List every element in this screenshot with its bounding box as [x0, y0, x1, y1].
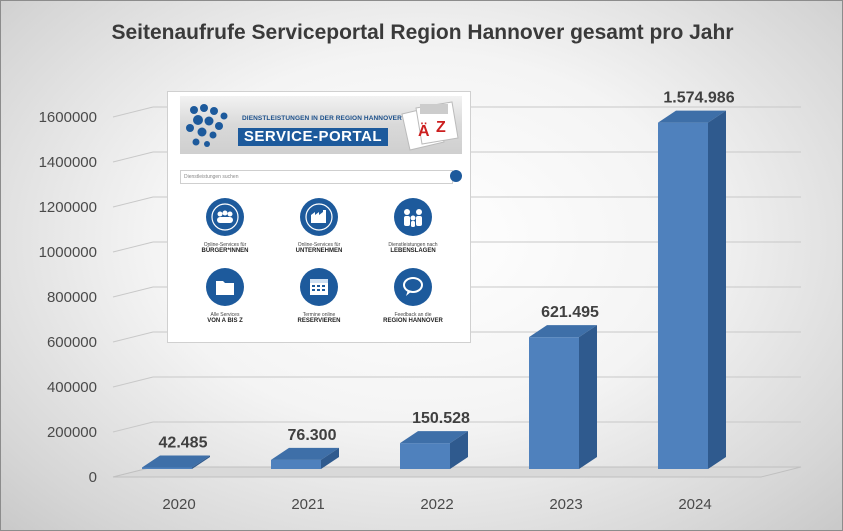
- service-title: LEBENSLAGEN: [390, 248, 436, 254]
- x-tick-label: 2021: [291, 496, 324, 513]
- bar-top: [658, 110, 726, 123]
- service-caption: Dienstleistungen nach: [388, 242, 438, 248]
- portal-banner: DIENSTLEISTUNGEN IN DER REGION HANNOVER …: [180, 96, 462, 154]
- bar: [271, 459, 321, 469]
- data-label: 1.574.986: [663, 90, 734, 107]
- x-tick-label: 2020: [162, 496, 195, 513]
- family-icon: [394, 198, 432, 236]
- bar-side: [708, 110, 726, 470]
- portal-title: SERVICE-PORTAL: [238, 128, 388, 146]
- folder-icon: [206, 268, 244, 306]
- region-hannover-logo: [186, 104, 228, 147]
- bar: [400, 443, 450, 469]
- gridline: [112, 241, 154, 253]
- x-tick-label: 2024: [678, 496, 711, 513]
- data-label: 150.528: [412, 410, 470, 427]
- y-tick-label: 1400000: [39, 154, 97, 171]
- gridline: [112, 106, 154, 118]
- search-icon[interactable]: [450, 170, 462, 182]
- bar-top: [529, 325, 597, 338]
- service-caption: Termine online: [302, 312, 336, 318]
- chart-title: Seitenaufrufe Serviceportal Region Hanno…: [111, 21, 734, 44]
- y-tick-label: 1200000: [39, 199, 97, 216]
- bar-top: [142, 455, 210, 468]
- service-item[interactable]: Online-Services für BÜRGER*INNEN: [180, 198, 270, 255]
- y-tick-label: 600000: [47, 334, 97, 351]
- chart-floor: [112, 466, 802, 478]
- svg-text:Ä: Ä: [418, 122, 430, 140]
- gridline: [112, 331, 154, 343]
- data-labels: 42.485 76.300 150.528 621.495 1.574.986: [159, 90, 735, 452]
- bar-top: [400, 431, 468, 444]
- x-axis-ticks: 2020 2021 2022 2023 2024: [162, 496, 711, 513]
- gridline: [112, 286, 154, 298]
- bar: [529, 337, 579, 469]
- bar: [658, 122, 708, 470]
- service-title: UNTERNEHMEN: [295, 248, 343, 254]
- service-portal-screenshot: DIENSTLEISTUNGEN IN DER REGION HANNOVER …: [167, 91, 471, 343]
- service-title: REGION HANNOVER: [383, 318, 443, 324]
- bar-side: [192, 455, 210, 469]
- y-tick-label: 200000: [47, 424, 97, 441]
- bar-top: [271, 447, 339, 460]
- y-tick-label: 1600000: [39, 109, 97, 126]
- service-title: BÜRGER*INNEN: [201, 248, 249, 254]
- y-axis-ticks: 0 200000 400000 600000 800000 1000000 1200000 1…: [39, 109, 97, 486]
- gridline: [112, 376, 154, 388]
- service-title: VON A BIS Z: [207, 318, 243, 324]
- people-icon: [206, 198, 244, 236]
- gridline: [112, 196, 154, 208]
- service-item[interactable]: Termine online RESERVIEREN: [274, 268, 364, 325]
- bars: [142, 110, 726, 470]
- calendar-icon: [300, 268, 338, 306]
- bar-side: [450, 431, 468, 469]
- service-caption: Alle Services: [210, 312, 240, 318]
- service-caption: Online-Services für: [297, 242, 341, 248]
- bar-side: [579, 325, 597, 469]
- x-tick-label: 2023: [549, 496, 582, 513]
- data-label: 76.300: [288, 427, 337, 444]
- service-caption: Feedback an die: [394, 312, 432, 318]
- speech-bubble-icon: [394, 268, 432, 306]
- y-tick-label: 400000: [47, 379, 97, 396]
- a-z-cards-illustration: Ä Z: [401, 101, 459, 151]
- service-item[interactable]: Online-Services für UNTERNEHMEN: [274, 198, 364, 255]
- portal-subtitle: DIENSTLEISTUNGEN IN DER REGION HANNOVER: [242, 115, 402, 122]
- service-item[interactable]: Feedback an die REGION HANNOVER: [368, 268, 458, 325]
- service-title: RESERVIEREN: [297, 318, 341, 324]
- service-item[interactable]: Alle Services VON A BIS Z: [180, 268, 270, 325]
- gridline: [112, 151, 154, 163]
- service-item[interactable]: Dienstleistungen nach LEBENSLAGEN: [368, 198, 458, 255]
- data-label: 621.495: [541, 304, 599, 321]
- factory-icon: [300, 198, 338, 236]
- y-tick-label: 1000000: [39, 244, 97, 261]
- y-tick-label: 800000: [47, 289, 97, 306]
- bar-side: [321, 447, 339, 469]
- y-tick-label: 0: [89, 469, 97, 486]
- x-tick-label: 2022: [420, 496, 453, 513]
- data-label: 42.485: [159, 434, 208, 451]
- portal-search-input[interactable]: Dienstleistungen suchen: [180, 170, 453, 184]
- bar: [142, 467, 192, 469]
- gridline: [112, 421, 154, 433]
- svg-text:Z: Z: [436, 119, 446, 136]
- service-caption: Online-Services für: [203, 242, 247, 248]
